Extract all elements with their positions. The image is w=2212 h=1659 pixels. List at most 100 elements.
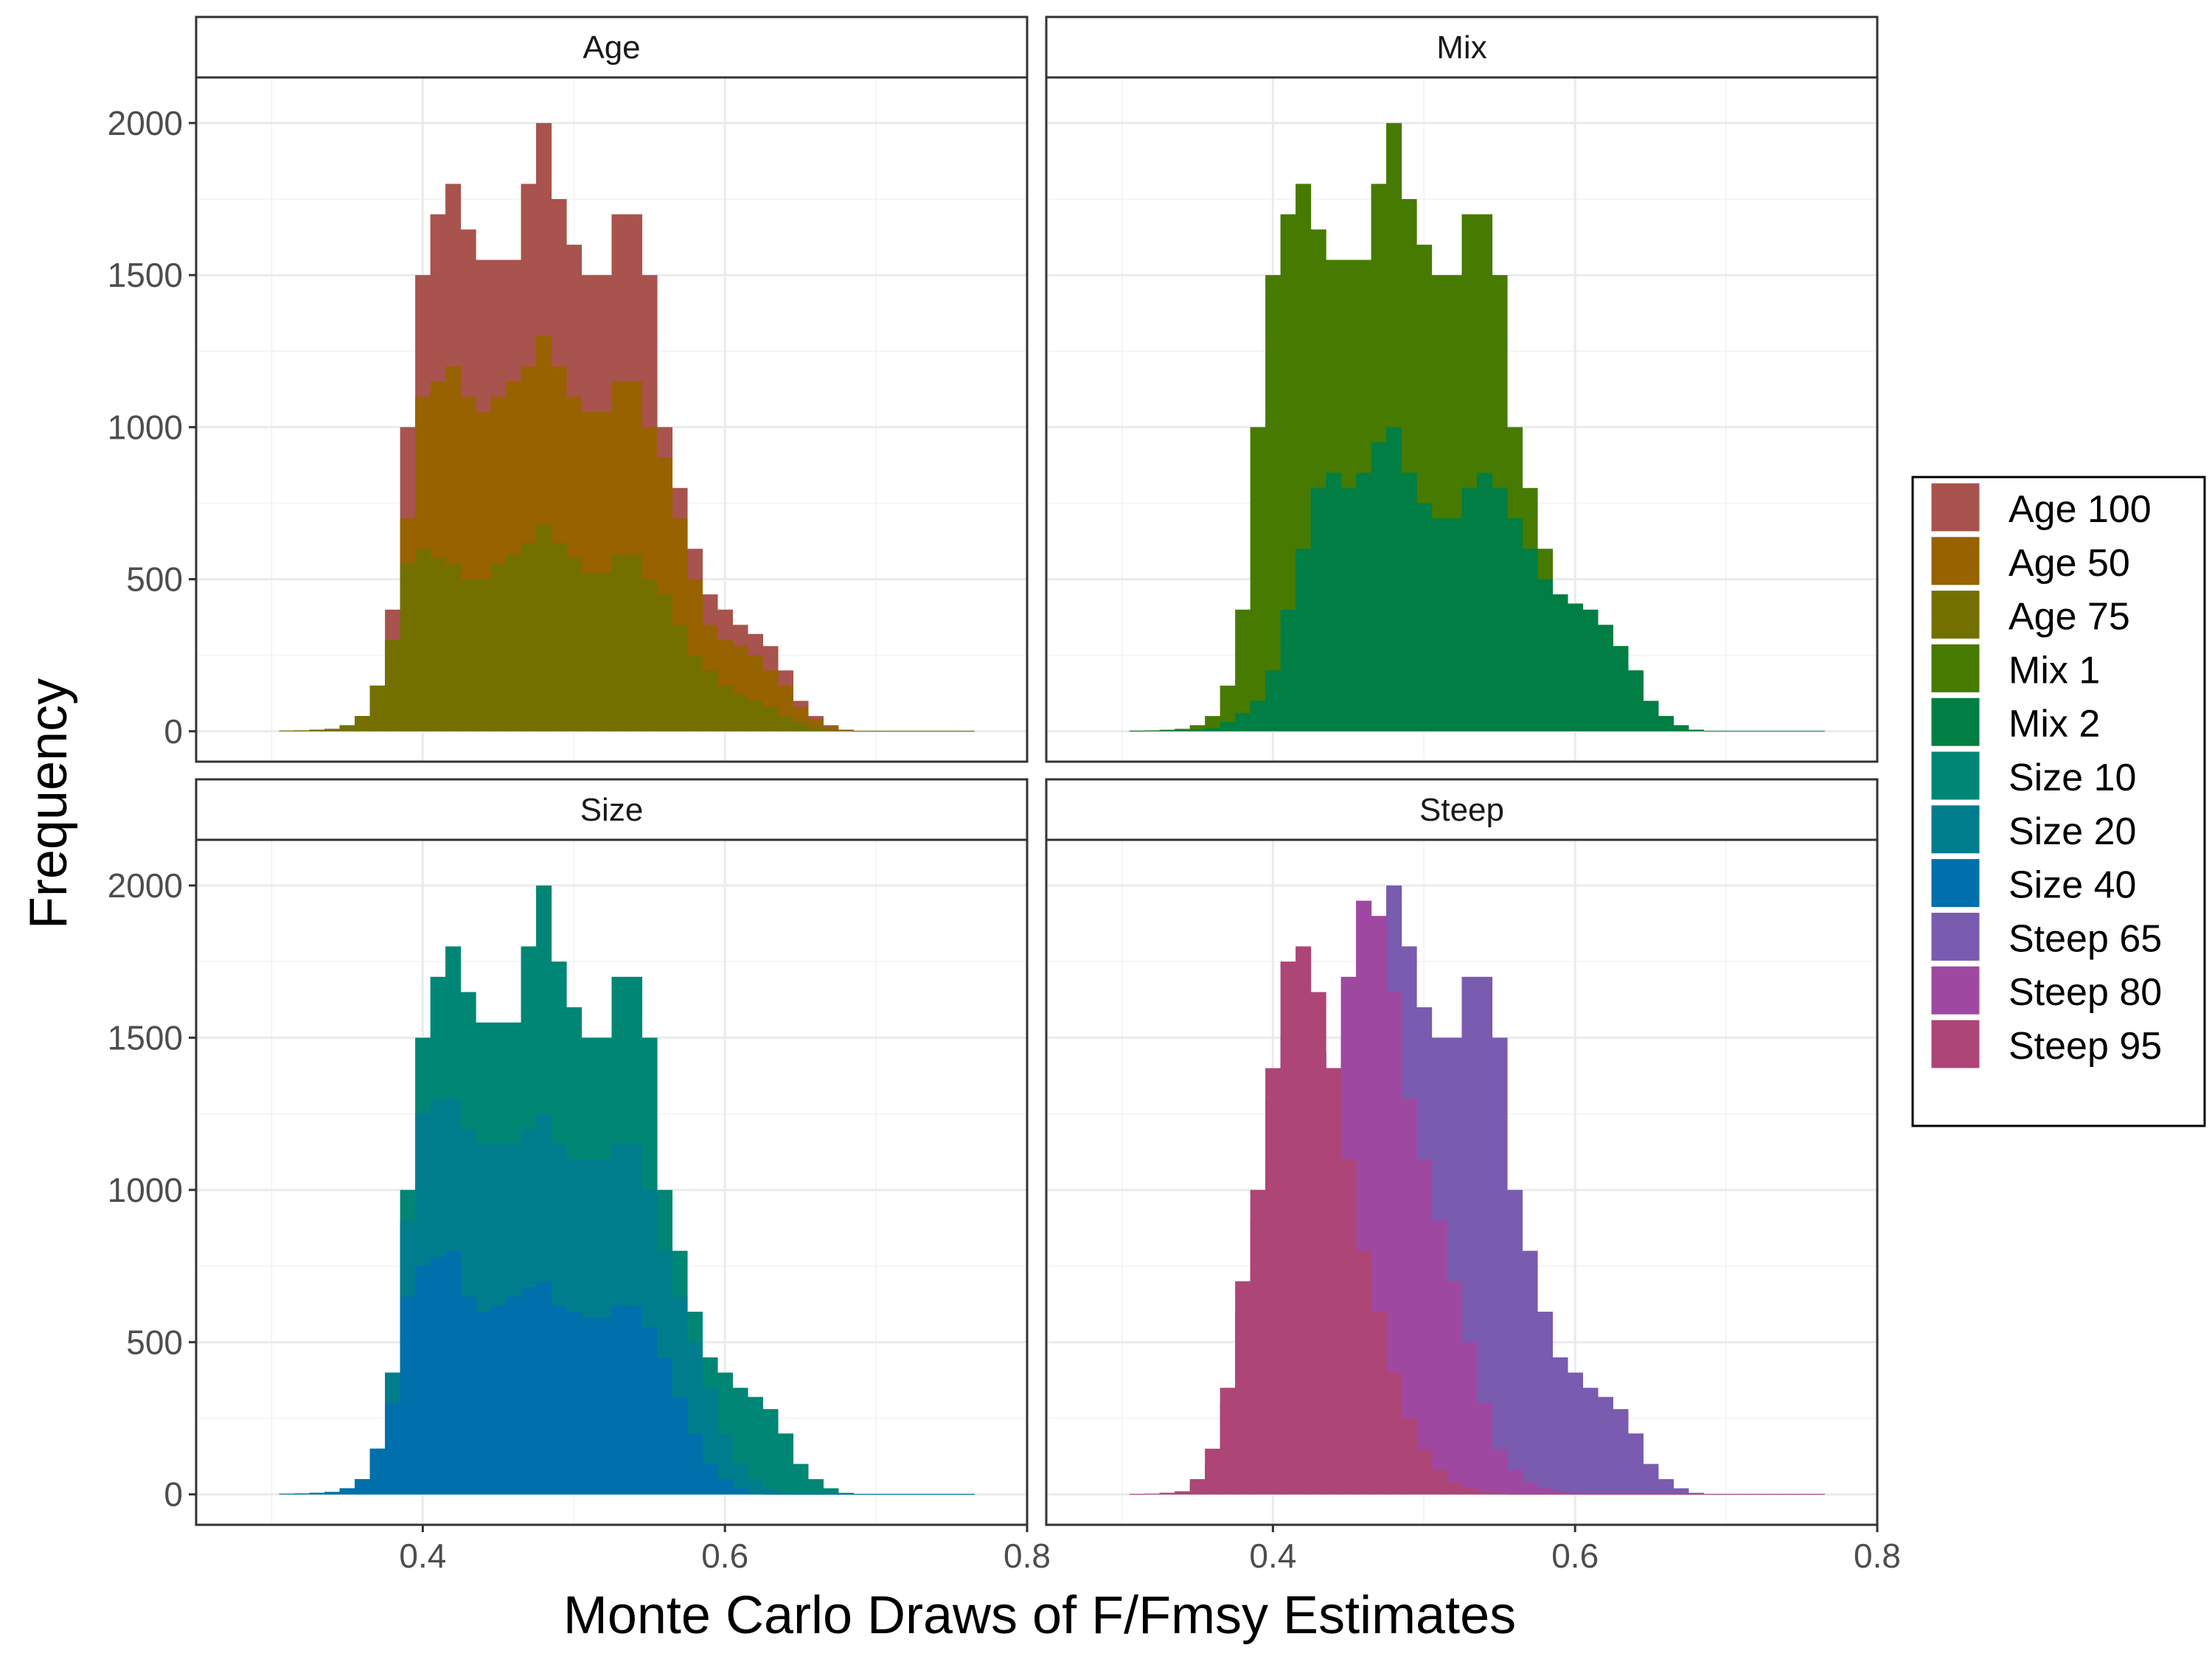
legend-item: Steep 95: [1929, 1018, 2162, 1071]
histogram-bar: [1673, 1488, 1689, 1495]
legend: Age 100 Age 50 Age 75 Mix 1 Mix 2 Size 10 Size…: [1911, 476, 2206, 1127]
histogram-bar: [1265, 1068, 1281, 1495]
histogram-bar: [823, 1488, 839, 1495]
histogram-bar: [1280, 961, 1296, 1495]
histogram-bar: [717, 1479, 734, 1495]
histogram-bar: [445, 563, 462, 731]
histogram-bar: [369, 685, 386, 731]
legend-item: Mix 1: [1929, 641, 2100, 695]
y-axis-title: Frequency: [19, 678, 78, 929]
histogram-bar: [1582, 609, 1599, 731]
legend-swatch: [1929, 588, 1982, 641]
histogram-bar: [1597, 1397, 1614, 1495]
histogram-bar: [1627, 670, 1644, 731]
histogram-bar: [1688, 1492, 1704, 1495]
facet-strip-label: Steep: [1419, 792, 1504, 828]
histogram-bar: [536, 524, 552, 731]
histogram-bar: [807, 1494, 824, 1495]
x-tick-label: 0.8: [1854, 1537, 1901, 1575]
y-tick-label: 1500: [108, 256, 183, 294]
legend-item: Age 75: [1929, 588, 2130, 641]
histogram-bar: [898, 1494, 914, 1495]
histogram-bar: [1340, 487, 1357, 731]
histogram-bar: [460, 1296, 476, 1495]
facet-strip: [195, 15, 1029, 79]
histogram-bar: [1386, 992, 1402, 1495]
facet-panel-mix: Mix: [1045, 15, 1879, 763]
y-tick-label: 2000: [108, 104, 183, 142]
histogram-bar: [702, 1464, 718, 1495]
histogram-bar: [1567, 1494, 1584, 1495]
histogram-bar: [490, 1305, 507, 1495]
histogram-bar: [1265, 670, 1281, 731]
histogram-bar: [279, 1493, 295, 1495]
facet-strip-label: Mix: [1436, 29, 1486, 66]
histogram-bar: [656, 1357, 673, 1495]
legend-item: Mix 2: [1929, 695, 2100, 748]
histogram-bar: [1159, 1492, 1175, 1495]
legend-label: Size 20: [2008, 810, 2136, 853]
histogram-bar: [294, 1493, 310, 1495]
histogram-bar: [823, 1494, 839, 1495]
histogram-bar: [1175, 1491, 1191, 1495]
legend-swatch: [1929, 481, 1982, 534]
histogram-bar: [1476, 473, 1493, 731]
histogram-bar: [732, 695, 748, 731]
x-tick-label: 0.6: [701, 1537, 748, 1575]
legend-item: Age 50: [1929, 535, 2130, 588]
legend-label: Size 10: [2008, 757, 2136, 799]
histogram-bar: [1613, 1494, 1629, 1495]
panel-border: [1045, 838, 1879, 1526]
histogram-bar: [324, 1492, 341, 1495]
histogram-bar: [1748, 1494, 1764, 1495]
axes: 0 500 1000 1500 2000 0 500 1000 1500 2000 0.4 0.6 0.…: [108, 104, 1901, 1575]
legend-item: Size 40: [1929, 857, 2136, 910]
histogram-bar: [1658, 1479, 1674, 1495]
facet-strip: [1045, 15, 1879, 79]
histogram-bar: [1371, 442, 1387, 731]
histogram-bar: [400, 1296, 416, 1495]
legend-item: Size 10: [1929, 749, 2136, 802]
histogram-bar: [1688, 1494, 1704, 1495]
y-tick-label: 500: [126, 1323, 183, 1361]
facet-panel-age: Age: [195, 15, 1029, 763]
histogram-bar: [823, 726, 839, 731]
histogram-bar: [385, 1402, 401, 1495]
y-tick-label: 1500: [108, 1018, 183, 1057]
x-tick-label: 0.6: [1551, 1537, 1599, 1575]
histogram-bar: [807, 726, 824, 731]
histogram-bar: [777, 716, 793, 731]
y-tick-label: 0: [164, 712, 183, 751]
histogram-bar: [1250, 1189, 1266, 1495]
histogram-bar: [1552, 594, 1568, 731]
histogram-bar: [883, 1494, 900, 1495]
histogram-bar: [1658, 1494, 1674, 1495]
histogram-bar: [1688, 729, 1704, 731]
legend-label: Size 40: [2008, 864, 2136, 907]
histogram-bar: [1280, 214, 1296, 731]
histogram-bar: [838, 729, 854, 731]
histogram-bar: [1310, 487, 1326, 731]
histogram-bar: [868, 1494, 884, 1495]
x-axis-title: Monte Carlo Draws of F/Fmsy Estimates: [563, 1586, 1516, 1645]
histogram-bar: [793, 1494, 809, 1495]
histogram-bar: [1205, 716, 1221, 731]
legend-label: Steep 95: [2008, 1025, 2162, 1068]
histogram-bar: [1567, 1372, 1584, 1495]
histogram-bar: [1401, 1098, 1417, 1495]
legend-item: Steep 65: [1929, 910, 2162, 963]
histogram-bar: [430, 557, 446, 731]
y-tick-label: 1000: [108, 408, 183, 446]
histogram-bar: [551, 1305, 567, 1495]
histogram-bar: [1703, 1494, 1719, 1495]
histogram-bar: [1220, 1388, 1236, 1495]
histogram-bar: [747, 1492, 764, 1495]
histogram-bar: [385, 640, 401, 731]
histogram-bar: [1764, 1494, 1780, 1495]
facet-panels: Age Mix Size Steep: [195, 15, 1879, 1526]
legend-swatch: [1929, 857, 1982, 910]
histogram-bar: [747, 1479, 764, 1495]
histogram-bar: [1205, 728, 1221, 731]
histogram-bar: [762, 706, 779, 731]
